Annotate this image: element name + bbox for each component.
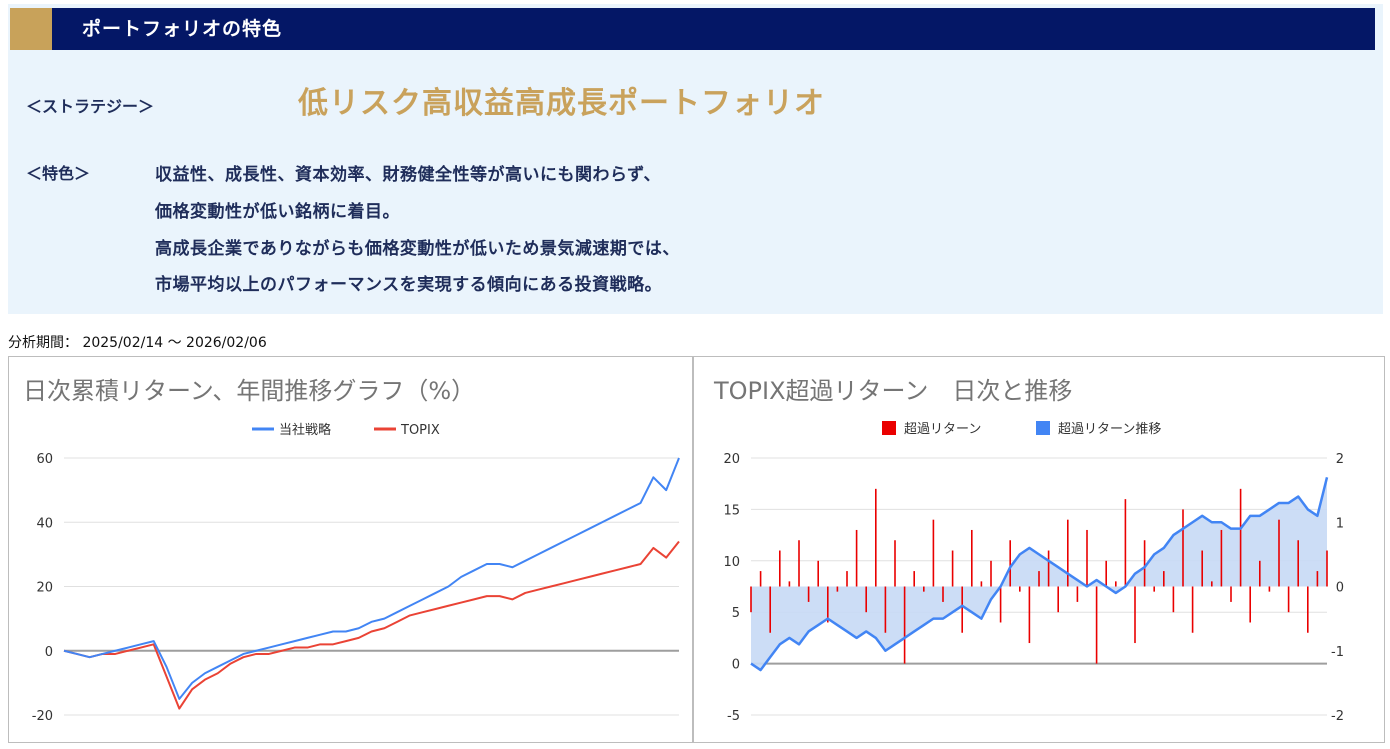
y-tick-label-left: 0 [732, 658, 740, 673]
legend-label-excess: 超過リターン [904, 422, 981, 437]
chart1-legend: 当社戦略 TOPIX [252, 422, 440, 438]
y-tick-label: 40 [36, 516, 53, 531]
y-tick-label-left: 15 [723, 503, 740, 518]
y-tick-label-right: -1 [1331, 645, 1344, 660]
cumulative-return-plot: 当社戦略 TOPIX 60 40 20 0 -20 [32, 422, 680, 724]
y-tick-label: 20 [36, 581, 53, 596]
series-line [63, 540, 680, 710]
analysis-period: 分析期間： 2025/02/14 ～ 2026/02/06 [8, 335, 267, 351]
y-tick-label-right: -2 [1331, 709, 1344, 724]
y-tick-label-left: 5 [732, 606, 740, 621]
features-label: ＜特色＞ [26, 164, 91, 183]
legend-label-strategy: 当社戦略 [279, 422, 331, 438]
chart-title: TOPIX超過リターン 日次と推移 [714, 377, 1073, 405]
section-title: ポートフォリオの特色 [82, 18, 283, 40]
y-tick-label-right: 1 [1336, 516, 1344, 531]
y-tick-label: 0 [45, 645, 53, 660]
feature-line: 収益性、成長性、資本効率、財務健全性等が高いにも関わらず、 [155, 165, 661, 185]
y-tick-label-left: 20 [723, 452, 740, 467]
legend-label-topix: TOPIX [400, 423, 440, 438]
strategy-value: 低リスク高収益高成長ポートフォリオ [298, 86, 825, 121]
excess-trend-line [750, 476, 1329, 672]
legend-swatch-excess-trend [1036, 421, 1050, 435]
y-tick-label-right: 0 [1336, 581, 1344, 596]
series-line [63, 457, 680, 700]
cumulative-return-chart: 日次累積リターン、年間推移グラフ（%） 当社戦略 TOPIX 60 40 20 0 -2… [8, 356, 693, 743]
header-accent [10, 8, 52, 50]
y-tick-label-left: 10 [723, 555, 740, 570]
section-header: ポートフォリオの特色 [10, 8, 1375, 50]
y-tick-label: -20 [32, 709, 53, 724]
legend-swatch-excess [882, 421, 896, 435]
y-tick-label-left: -5 [727, 709, 740, 724]
strategy-panel [8, 4, 1383, 314]
y-tick-label-right: 2 [1336, 452, 1344, 467]
excess-return-chart: TOPIX超過リターン 日次と推移 超過リターン 超過リターン推移 20 15 10… [693, 356, 1385, 743]
y-tick-label: 60 [36, 452, 53, 467]
chart-title: 日次累積リターン、年間推移グラフ（%） [23, 377, 476, 405]
feature-line: 高成長企業でありながらも価格変動性が低いため景気減速期では、 [155, 239, 680, 259]
legend-label-excess-trend: 超過リターン推移 [1058, 422, 1161, 437]
feature-line: 市場平均以上のパフォーマンスを実現する傾向にある投資戦略。 [155, 275, 663, 295]
chart2-legend: 超過リターン 超過リターン推移 [882, 421, 1161, 437]
strategy-label: ＜ストラテジー＞ [26, 97, 155, 116]
feature-line: 価格変動性が低い銘柄に着目。 [155, 202, 400, 222]
